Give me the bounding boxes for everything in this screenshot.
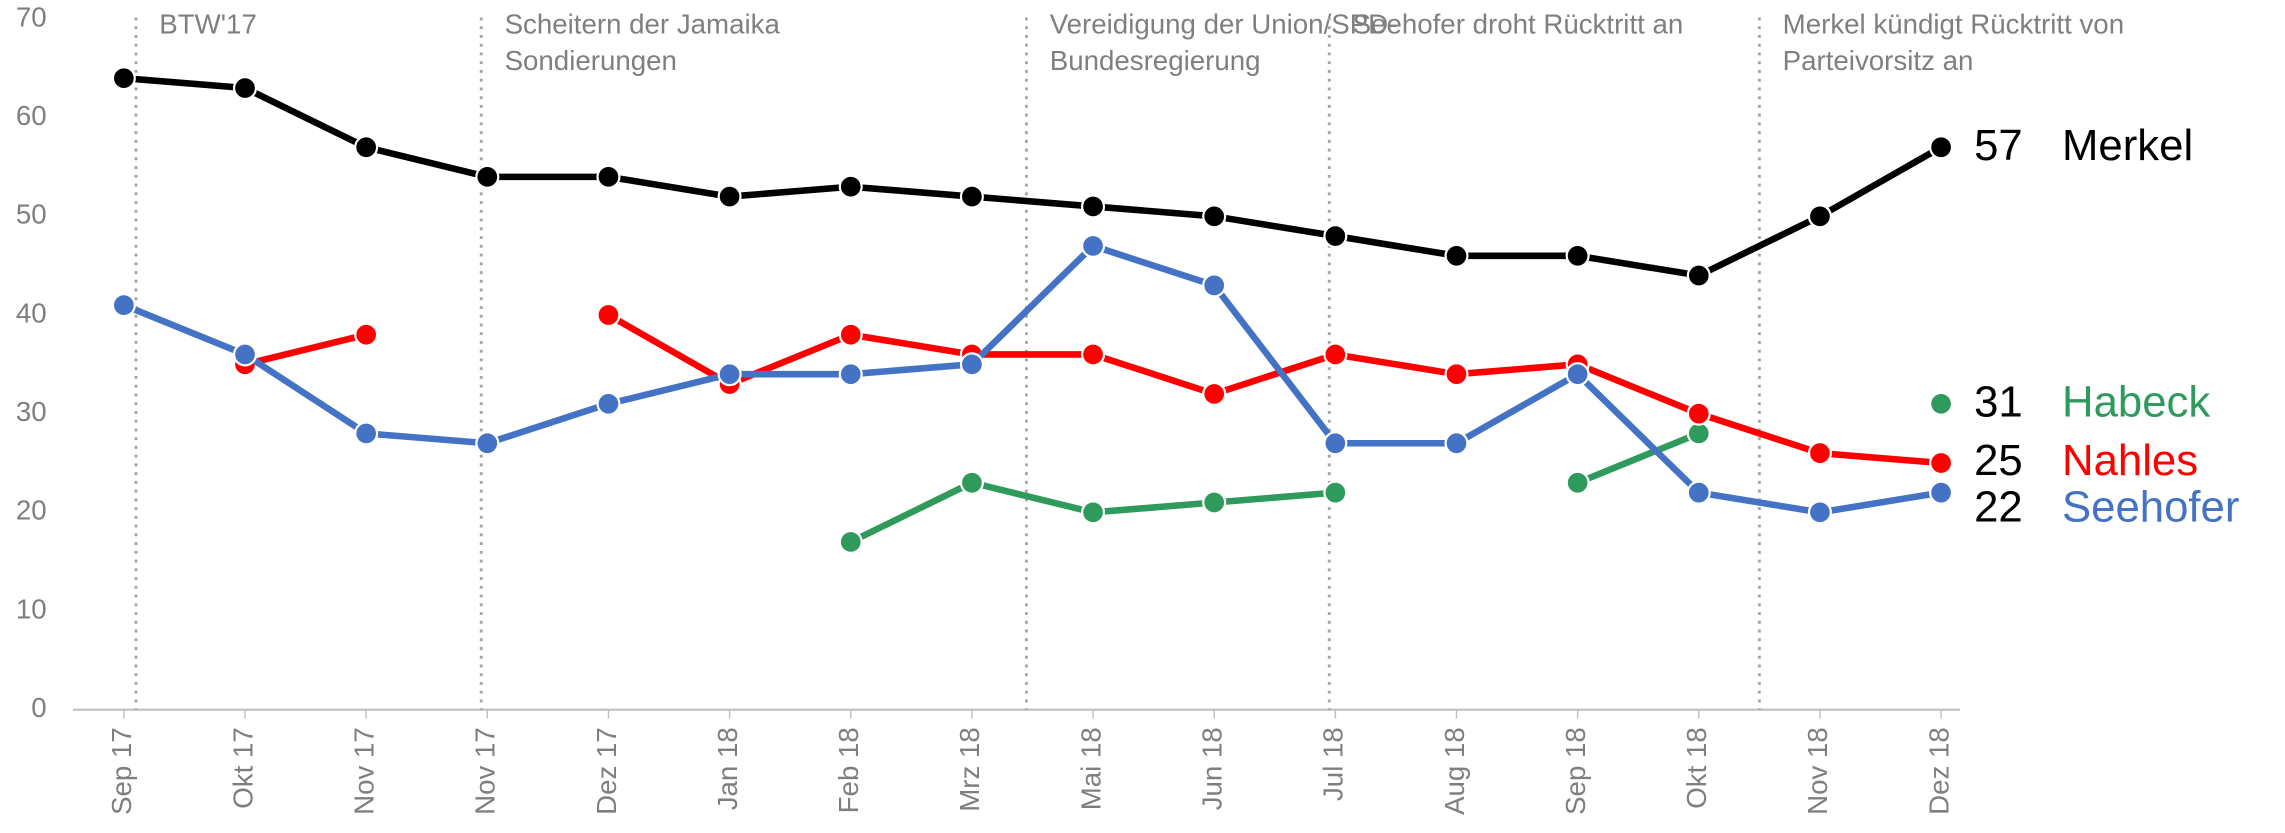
point — [959, 352, 984, 377]
point — [1686, 401, 1711, 426]
x-tick-label: Dez 17 — [591, 727, 622, 815]
series-line — [122, 242, 1942, 516]
point — [1929, 391, 1954, 416]
y-tick-label: 0 — [31, 692, 46, 723]
y-tick-label: 20 — [16, 495, 47, 526]
point — [1081, 194, 1106, 219]
point — [596, 302, 621, 328]
point — [1323, 342, 1348, 367]
point — [354, 135, 379, 160]
point — [111, 293, 136, 318]
point — [838, 322, 863, 347]
point — [717, 362, 742, 387]
point — [838, 529, 863, 554]
end-value-label: 31 — [1974, 378, 2023, 427]
point — [1565, 243, 1590, 268]
legend-label: Habeck — [2062, 378, 2210, 427]
point — [1444, 243, 1469, 268]
point — [1686, 421, 1711, 446]
point — [1929, 135, 1954, 160]
series-line — [851, 404, 1941, 542]
x-tick-label: Sep 17 — [106, 727, 137, 815]
x-tick-label: Nov 18 — [1802, 727, 1833, 815]
point — [111, 66, 136, 91]
y-tick-label: 30 — [16, 396, 47, 427]
event-label: Sondierungen — [505, 45, 677, 76]
point — [1081, 233, 1106, 258]
point — [1202, 381, 1227, 406]
point — [1081, 500, 1106, 525]
point — [1444, 362, 1469, 387]
point — [1807, 204, 1832, 229]
x-tick-label: Mrz 18 — [954, 727, 985, 812]
end-value-label: 57 — [1974, 121, 2023, 170]
y-tick-label: 10 — [16, 593, 47, 624]
x-tick-label: Dez 18 — [1923, 727, 1954, 815]
point — [596, 164, 621, 189]
point — [1202, 273, 1227, 298]
event-label: Vereidigung der Union/SPD- — [1050, 9, 1398, 40]
point — [1807, 441, 1832, 466]
series-line — [244, 312, 1942, 467]
point — [354, 322, 379, 347]
x-tick-label: Okt 17 — [227, 727, 258, 809]
point — [1444, 431, 1469, 456]
end-value-label: 25 — [1974, 436, 2023, 485]
point — [1807, 500, 1832, 525]
legend-label: Seehofer — [2062, 483, 2239, 532]
point — [1565, 362, 1590, 387]
x-tick-label: Okt 18 — [1681, 727, 1712, 809]
x-tick-label: Jun 18 — [1197, 727, 1228, 810]
x-tick-label: Feb 18 — [833, 727, 864, 813]
point — [1929, 480, 1954, 505]
point — [838, 174, 863, 199]
y-tick-label: 40 — [16, 297, 47, 328]
point — [1686, 263, 1711, 288]
x-tick-label: Sep 18 — [1560, 727, 1591, 815]
y-tick-label: 70 — [16, 1, 47, 32]
end-value-label: 22 — [1974, 483, 2023, 532]
legend-label: Nahles — [2062, 436, 2198, 485]
point — [1686, 480, 1711, 505]
point — [1081, 342, 1106, 367]
point — [1323, 480, 1348, 505]
point — [1565, 470, 1590, 495]
y-tick-label: 50 — [16, 199, 47, 230]
x-tick-label: Jul 18 — [1318, 727, 1349, 801]
event-label: Merkel kündigt Rücktritt von — [1783, 9, 2124, 40]
event-label: Scheitern der Jamaika — [505, 9, 781, 40]
y-tick-label: 60 — [16, 100, 47, 131]
point — [354, 421, 379, 446]
point — [959, 470, 984, 495]
point — [475, 164, 500, 189]
point — [959, 184, 984, 209]
x-tick-label: Aug 18 — [1439, 727, 1470, 815]
event-label: Bundesregierung — [1050, 45, 1261, 76]
point — [596, 391, 621, 416]
legend-label: Merkel — [2062, 121, 2193, 170]
event-label: Parteivorsitz an — [1783, 45, 1974, 76]
x-tick-label: Nov 17 — [470, 727, 501, 815]
event-label: Seehofer droht Rücktritt an — [1353, 9, 1684, 40]
point — [1929, 450, 1954, 476]
point — [475, 431, 500, 456]
point — [232, 342, 258, 367]
point — [1202, 490, 1227, 515]
point — [1323, 431, 1348, 456]
series-line — [123, 74, 1943, 279]
point — [1202, 204, 1227, 229]
x-tick-label: Mai 18 — [1075, 727, 1106, 810]
point — [1323, 224, 1348, 249]
point — [232, 76, 258, 101]
event-label: BTW'17 — [159, 9, 257, 40]
point — [838, 362, 863, 387]
point — [717, 184, 742, 209]
x-tick-label: Nov 17 — [348, 727, 379, 815]
x-tick-label: Jan 18 — [712, 727, 743, 810]
